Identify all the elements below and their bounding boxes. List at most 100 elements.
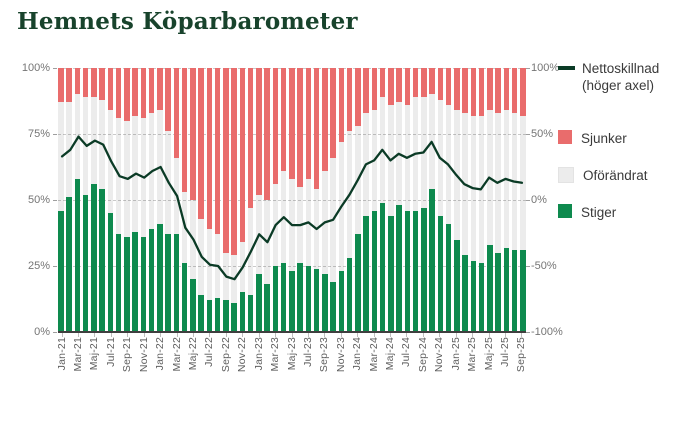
x-axis-tick — [340, 333, 342, 337]
x-axis-tick — [78, 333, 80, 337]
bar-segment-stiger — [429, 189, 435, 332]
x-tick-label-Maj-22: Maj-22 — [186, 337, 199, 371]
x-tick-label-Jan-21: Jan-21 — [55, 337, 68, 371]
bar-segment-sjunker — [173, 68, 180, 158]
x-axis-tick — [242, 333, 244, 337]
bar-segment-sjunker — [165, 68, 171, 132]
x-axis-tick — [472, 333, 474, 337]
bar-segment-stiger — [445, 223, 452, 332]
bar-segment-sjunker — [511, 68, 518, 113]
bar-segment-stiger — [363, 215, 369, 332]
x-tick-label-Nov-23: Nov-23 — [334, 337, 347, 373]
y-axis-tick — [526, 68, 530, 69]
bar-segment-oförändrat — [58, 102, 64, 211]
x-axis-tick — [488, 333, 490, 337]
bar-segment-stiger — [371, 210, 378, 332]
x-axis-tick — [176, 333, 178, 337]
x-axis-tick — [110, 333, 112, 337]
x-axis-tick — [521, 333, 523, 337]
bar-segment-sjunker — [198, 68, 204, 219]
y-right-tick-label: 100% — [531, 62, 560, 74]
legend-label: Stiger — [581, 205, 617, 220]
bar-segment-sjunker — [264, 68, 270, 201]
legend-item-oforandrat: Oförändrat — [558, 167, 648, 184]
bar-segment-sjunker — [437, 68, 444, 100]
x-axis-tick — [373, 333, 375, 337]
bar-segment-sjunker — [520, 68, 526, 116]
bar-segment-sjunker — [190, 68, 196, 201]
bar-segment-stiger — [74, 178, 81, 332]
y-axis-tick — [526, 200, 530, 201]
bar-segment-stiger — [437, 215, 444, 332]
bar-segment-sjunker — [297, 68, 303, 187]
x-tick-label-Sep-21: Sep-21 — [121, 337, 134, 373]
x-axis-tick — [455, 333, 457, 337]
bar-segment-stiger — [115, 234, 122, 332]
legend-swatch-stiger — [558, 204, 572, 218]
x-tick-label-Jan-25: Jan-25 — [449, 337, 462, 371]
bar-segment-stiger — [165, 234, 171, 332]
legend-label: Sjunker — [581, 131, 627, 146]
bar-segment-sjunker — [280, 68, 287, 171]
x-tick-label-Sep-22: Sep-22 — [219, 337, 232, 373]
bar-segment-stiger — [495, 252, 501, 332]
legend-label: Nettoskillnad (höger axel) — [582, 61, 660, 93]
bar-segment-stiger — [462, 255, 468, 332]
bar-segment-sjunker — [99, 68, 105, 100]
x-tick-label-Sep-24: Sep-24 — [416, 337, 429, 373]
y-right-tick-label: -50% — [531, 260, 557, 272]
bar-segment-sjunker — [346, 68, 353, 132]
x-axis-tick — [192, 333, 194, 337]
bar-segment-sjunker — [454, 68, 460, 111]
x-tick-label-Mar-21: Mar-21 — [72, 337, 85, 372]
x-axis-tick — [258, 333, 260, 337]
bar-segment-stiger — [421, 207, 427, 332]
bar-segment-stiger — [511, 250, 518, 332]
bar-segment-sjunker — [330, 68, 336, 158]
bar-segment-stiger — [503, 247, 510, 332]
y-left-tick-label: 50% — [27, 194, 50, 206]
bar-segment-sjunker — [313, 68, 320, 190]
x-tick-label-Jul-24: Jul-24 — [400, 337, 413, 367]
bar-segment-sjunker — [181, 68, 188, 193]
x-tick-label-Mar-23: Mar-23 — [269, 337, 282, 372]
x-axis-tick — [357, 333, 359, 337]
bar-segment-sjunker — [379, 68, 386, 98]
y-right-tick-label: 50% — [531, 128, 554, 140]
legend-item-stiger: Stiger — [558, 204, 616, 221]
x-tick-label-Maj-23: Maj-23 — [285, 337, 298, 371]
bar-segment-stiger — [346, 258, 353, 332]
bar-segment-sjunker — [272, 68, 279, 185]
bar-segment-stiger — [247, 295, 254, 332]
x-tick-label-Mar-24: Mar-24 — [367, 337, 380, 372]
bar-segment-sjunker — [338, 68, 345, 142]
bar-Jan-21 — [58, 68, 64, 332]
bar-segment-sjunker — [66, 68, 72, 103]
x-axis-tick — [291, 333, 293, 337]
x-axis-line — [58, 331, 526, 333]
x-tick-label-Mar-22: Mar-22 — [170, 337, 183, 372]
bar-segment-stiger — [412, 210, 419, 332]
bar-segment-stiger — [305, 266, 312, 332]
y-axis-tick — [526, 332, 530, 333]
gridline — [58, 200, 526, 201]
bar-segment-stiger — [313, 268, 320, 332]
bar-segment-sjunker — [388, 68, 394, 105]
x-axis-tick — [439, 333, 441, 337]
bar-segment-stiger — [330, 281, 336, 332]
bar-segment-sjunker — [115, 68, 122, 119]
bar-segment-sjunker — [445, 68, 452, 105]
bar-segment-sjunker — [355, 68, 361, 127]
x-tick-label-Nov-22: Nov-22 — [236, 337, 249, 373]
x-axis-tick — [406, 333, 408, 337]
bar-segment-sjunker — [470, 68, 477, 116]
x-axis-tick — [225, 333, 227, 337]
y-left-tick-label: 100% — [21, 62, 50, 74]
bar-segment-stiger — [198, 295, 204, 332]
bar-segment-sjunker — [478, 68, 485, 116]
bar-segment-stiger — [66, 197, 72, 332]
bar-segment-sjunker — [462, 68, 468, 113]
bar-segment-stiger — [520, 250, 526, 332]
bar-segment-stiger — [454, 239, 460, 332]
